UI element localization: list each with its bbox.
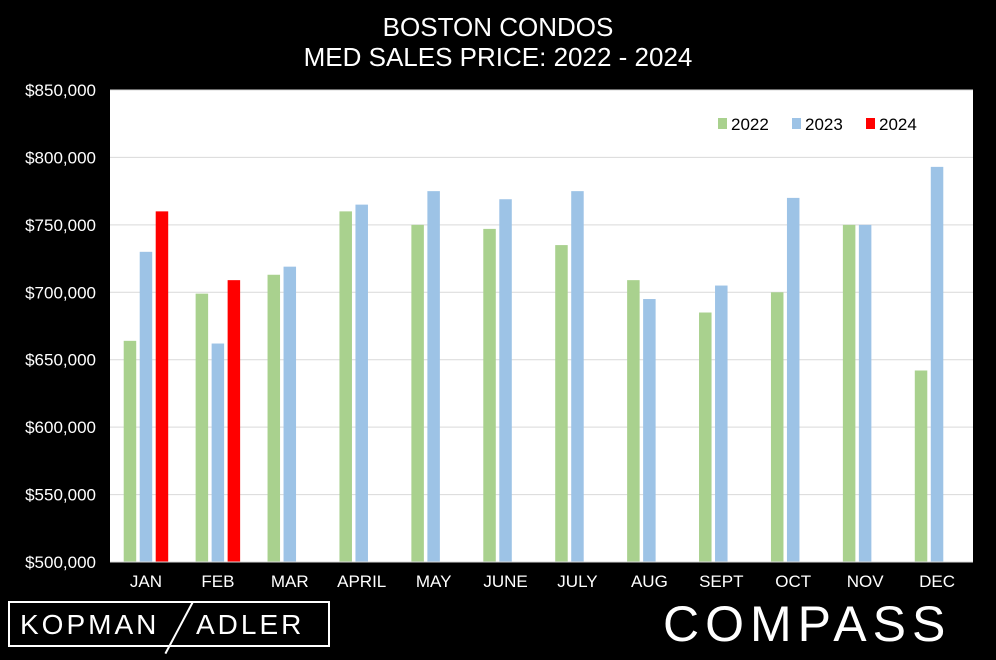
legend-swatch-2022 <box>718 118 727 129</box>
x-tick-label: SEPT <box>699 572 743 591</box>
bar-2022-oct <box>770 292 784 562</box>
x-tick-label: AUG <box>631 572 668 591</box>
bar-2022-feb <box>195 293 209 562</box>
compass-logo: COMPASS <box>663 596 952 652</box>
bar-2022-mar <box>267 274 281 562</box>
bar-2023-sept <box>715 285 728 562</box>
bar-2024-feb <box>227 280 241 562</box>
y-tick-label: $550,000 <box>25 486 96 505</box>
y-tick-label: $500,000 <box>25 553 96 572</box>
bar-2022-jan <box>123 340 137 562</box>
logo-slash <box>164 601 194 655</box>
bar-2022-nov <box>842 224 856 562</box>
logo-text-adler: ADLER <box>196 609 305 640</box>
y-tick-label: $800,000 <box>25 148 96 167</box>
bar-2023-june <box>499 199 512 562</box>
bar-2023-july <box>571 191 584 562</box>
bar-2022-may <box>411 224 424 562</box>
bar-2023-aug <box>643 299 656 562</box>
legend-label-2024: 2024 <box>879 115 917 134</box>
legend-swatch-2024 <box>866 118 875 129</box>
x-tick-label: FEB <box>201 572 234 591</box>
x-tick-label: JUNE <box>483 572 527 591</box>
x-tick-label: NOV <box>847 572 885 591</box>
legend-label-2023: 2023 <box>805 115 843 134</box>
bar-2023-nov <box>858 224 872 562</box>
x-tick-label: JULY <box>557 572 597 591</box>
chart-title-line-1: BOSTON CONDOS <box>382 12 614 42</box>
legend-label-2022: 2022 <box>731 115 769 134</box>
plot-area <box>110 90 973 562</box>
bar-2023-may <box>427 191 440 562</box>
bar-2023-mar <box>283 266 297 562</box>
kopman-adler-logo: KOPMAN ADLER <box>8 601 330 655</box>
bar-2022-dec <box>914 370 928 562</box>
chart-title-line-2: MED SALES PRICE: 2022 - 2024 <box>303 42 693 72</box>
bar-2024-jan <box>155 211 169 562</box>
x-tick-label: JAN <box>130 572 162 591</box>
bar-chart: $500,000 $550,000 $600,000 $650,000 $700,000… <box>25 81 973 591</box>
y-tick-label: $850,000 <box>25 81 96 100</box>
logo-text-kopman: KOPMAN <box>20 609 160 640</box>
y-tick-label: $700,000 <box>25 283 96 302</box>
bar-2023-feb <box>211 343 225 562</box>
x-tick-label: MAR <box>271 572 309 591</box>
y-tick-label: $750,000 <box>25 216 96 235</box>
x-tick-label: MAY <box>416 572 452 591</box>
bar-2022-sept <box>699 312 712 562</box>
y-tick-label: $600,000 <box>25 418 96 437</box>
x-tick-label: APRIL <box>337 572 386 591</box>
y-tick-label: $650,000 <box>25 351 96 370</box>
bar-2023-dec <box>930 166 944 562</box>
bar-2022-aug <box>627 280 640 562</box>
x-tick-label: OCT <box>775 572 811 591</box>
x-tick-label: DEC <box>919 572 955 591</box>
bar-2022-june <box>483 228 496 562</box>
bar-2023-jan <box>139 251 153 563</box>
bar-2022-april <box>339 211 352 562</box>
bar-2022-july <box>555 245 568 563</box>
legend-swatch-2023 <box>792 118 801 129</box>
bar-2023-oct <box>786 197 800 562</box>
bar-2023-april <box>355 204 368 562</box>
